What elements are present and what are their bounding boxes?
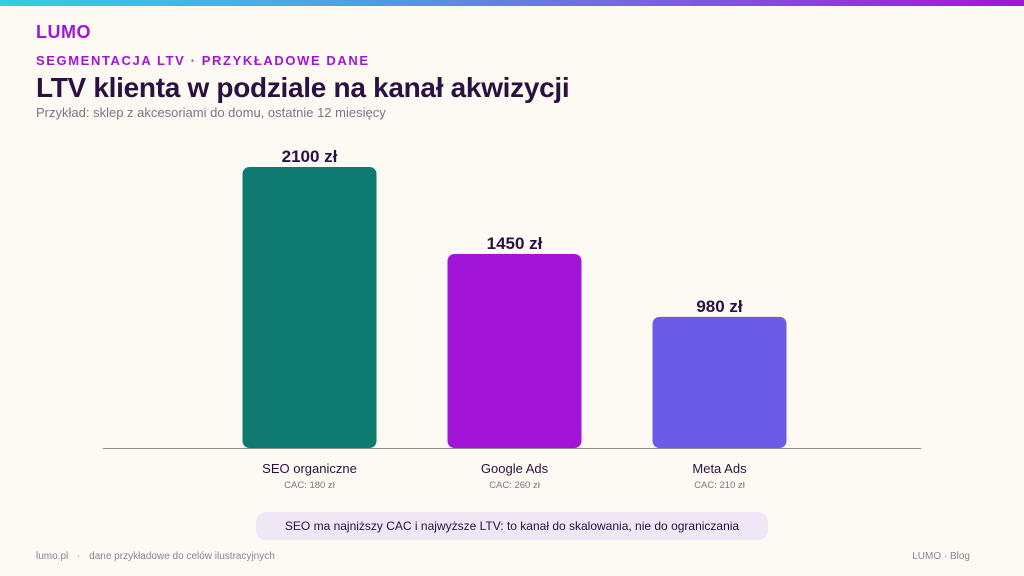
category-label-1: Google Ads xyxy=(481,461,549,476)
insight-callout: SEO ma najniższy CAC i najwyższe LTV: to… xyxy=(256,512,768,540)
brand-logo: LUMO xyxy=(36,22,91,42)
footer-left: lumo.pl · dane przykładowe do celów ilus… xyxy=(36,551,275,562)
cac-label-0: CAC: 180 zł xyxy=(284,480,336,491)
cac-label-1: CAC: 260 zł xyxy=(489,480,541,491)
page-title: LTV klienta w podziale na kanał akwizycj… xyxy=(36,72,570,103)
cac-label-2: CAC: 210 zł xyxy=(694,480,746,491)
bar-0 xyxy=(242,167,377,448)
footer-site: lumo.pl xyxy=(36,551,69,562)
category-label-2: Meta Ads xyxy=(692,461,747,476)
footer-right: LUMO · Blog xyxy=(912,551,970,562)
footer-separator: · xyxy=(77,551,81,562)
footer-note: dane przykładowe do celów ilustracyjnych xyxy=(89,551,275,562)
top-gradient-bar xyxy=(0,0,1024,6)
bar-value-label-1: 1450 zł xyxy=(487,234,543,253)
bar-value-label-0: 2100 zł xyxy=(282,147,338,166)
bar-value-label-2: 980 zł xyxy=(696,297,743,316)
bar-1 xyxy=(447,253,582,448)
category-label-0: SEO organiczne xyxy=(262,461,357,476)
bar-2 xyxy=(652,316,787,448)
eyebrow-label: SEGMENTACJA LTV · PRZYKŁADOWE DANE xyxy=(36,53,370,68)
page-subtitle: Przykład: sklep z akcesoriami do domu, o… xyxy=(36,105,386,120)
